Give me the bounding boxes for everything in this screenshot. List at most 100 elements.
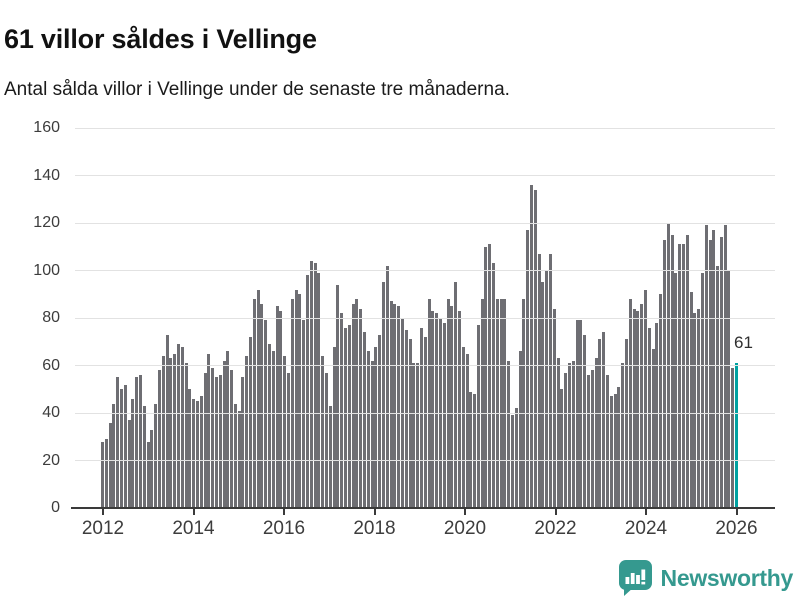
bar	[659, 294, 663, 508]
bar	[180, 346, 184, 508]
bar	[211, 367, 215, 508]
bar	[370, 360, 374, 508]
bar	[704, 225, 708, 508]
gridline	[75, 222, 775, 224]
bar	[636, 310, 640, 508]
bar	[317, 272, 321, 508]
bar	[537, 253, 541, 508]
bar	[697, 308, 701, 508]
bar	[290, 299, 294, 508]
bar	[723, 225, 727, 508]
x-axis-tick-label: 2020	[443, 518, 487, 539]
bar	[184, 363, 188, 508]
bar	[309, 261, 313, 508]
bar	[670, 234, 674, 508]
bar	[150, 429, 154, 508]
bar	[249, 337, 253, 508]
bar	[617, 386, 621, 508]
bar	[564, 372, 568, 508]
bar	[112, 403, 116, 508]
bar	[154, 403, 158, 508]
bar	[716, 265, 720, 508]
bar	[385, 265, 389, 508]
bar	[328, 405, 332, 508]
bar	[427, 299, 431, 508]
bar	[127, 420, 131, 508]
bar	[594, 358, 598, 508]
bar	[685, 234, 689, 508]
bar	[678, 244, 682, 508]
bar	[176, 344, 180, 508]
bar	[624, 339, 628, 508]
bar	[131, 398, 135, 508]
bar	[237, 410, 241, 508]
bar	[423, 337, 427, 508]
x-axis-tick-label: 2012	[81, 518, 125, 539]
bar	[605, 375, 609, 508]
bar	[621, 363, 625, 508]
bar	[662, 239, 666, 508]
x-axis-tick	[373, 509, 376, 515]
bar	[556, 358, 560, 508]
gridline	[75, 365, 775, 366]
bar	[362, 332, 366, 508]
bar	[681, 244, 685, 508]
bar	[499, 299, 503, 508]
bar	[325, 372, 329, 508]
bar	[245, 356, 249, 508]
bar	[119, 389, 123, 508]
bar	[287, 372, 291, 508]
bar	[545, 270, 549, 508]
bar	[712, 230, 716, 508]
bar	[719, 237, 723, 508]
bar	[651, 348, 655, 508]
bar	[188, 389, 192, 508]
bar	[613, 394, 617, 508]
x-axis-tick-label: 2018	[353, 518, 396, 539]
last-value-annotation: 61	[734, 333, 753, 353]
x-axis-tick	[554, 509, 557, 515]
bar	[419, 327, 423, 508]
bar	[116, 377, 120, 508]
bar	[332, 346, 336, 508]
x-axis-tick	[735, 509, 738, 515]
chart-subtitle: Antal sålda villor i Vellinge under de s…	[4, 79, 510, 100]
y-axis-tick-label: 0	[51, 499, 60, 516]
bar	[404, 329, 408, 508]
bar	[226, 351, 230, 508]
bar	[135, 377, 139, 508]
bar	[412, 363, 416, 508]
bar	[104, 439, 108, 508]
bar	[514, 408, 518, 508]
x-axis-tick	[192, 509, 195, 515]
bar	[408, 339, 412, 508]
bar	[366, 351, 370, 508]
bar	[397, 306, 401, 508]
x-axis-tick	[283, 509, 285, 515]
bar	[522, 299, 526, 508]
bar	[632, 308, 636, 508]
bar	[313, 263, 317, 508]
bar	[283, 356, 287, 508]
bar	[222, 360, 226, 508]
bar	[495, 299, 499, 508]
gridline	[75, 175, 775, 176]
bar	[298, 294, 302, 508]
bar	[655, 322, 659, 508]
x-axis-tick-label: 2026	[715, 518, 758, 539]
bar	[142, 405, 146, 508]
chart-title: 61 villor såldes i Vellinge	[4, 24, 317, 55]
bar	[374, 346, 378, 508]
bar	[146, 441, 150, 508]
plot-area: 61 0 20 40 60 80 100 120 140 160 2012 2014 2016 2018…	[33, 119, 775, 539]
bar	[518, 351, 522, 508]
bar	[256, 289, 260, 508]
x-axis-tick	[102, 509, 104, 515]
bar	[192, 398, 196, 508]
bar	[252, 299, 256, 508]
highlighted-bar	[735, 363, 739, 508]
bar	[218, 375, 222, 508]
bar	[469, 391, 473, 508]
newsworthy-logo[interactable]: Newsworthy	[618, 560, 793, 596]
